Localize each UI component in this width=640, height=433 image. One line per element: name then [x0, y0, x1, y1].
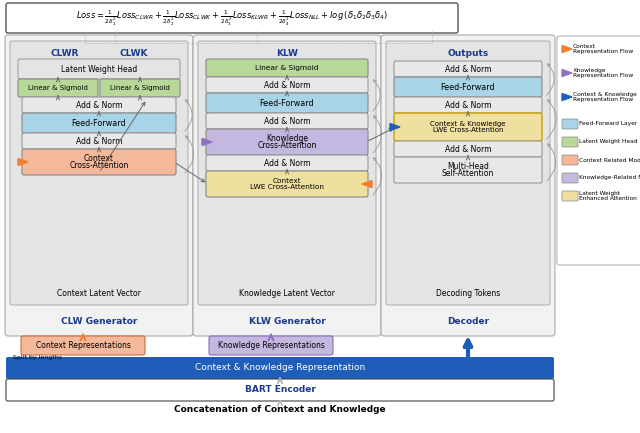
FancyBboxPatch shape	[198, 41, 376, 305]
Text: Context & Knowledge: Context & Knowledge	[430, 121, 506, 127]
FancyBboxPatch shape	[562, 119, 578, 129]
FancyBboxPatch shape	[206, 113, 368, 129]
FancyBboxPatch shape	[22, 133, 176, 149]
FancyBboxPatch shape	[206, 129, 368, 155]
Text: BART Encoder: BART Encoder	[244, 385, 316, 394]
FancyBboxPatch shape	[21, 336, 145, 355]
Text: Add & Norm: Add & Norm	[76, 100, 122, 110]
Text: Feed-Forward: Feed-Forward	[260, 98, 314, 107]
FancyBboxPatch shape	[394, 61, 542, 77]
Text: Decoding Tokens: Decoding Tokens	[436, 288, 500, 297]
FancyBboxPatch shape	[22, 97, 176, 113]
Text: LWE Cross-Attention: LWE Cross-Attention	[433, 127, 503, 133]
Text: CLW Generator: CLW Generator	[61, 317, 137, 326]
FancyBboxPatch shape	[100, 79, 180, 97]
Polygon shape	[202, 139, 212, 145]
Polygon shape	[562, 70, 572, 77]
FancyBboxPatch shape	[206, 171, 368, 197]
Text: Feed-Forward Layer: Feed-Forward Layer	[579, 122, 637, 126]
FancyBboxPatch shape	[557, 36, 640, 265]
Polygon shape	[562, 94, 572, 100]
FancyBboxPatch shape	[562, 155, 578, 165]
Polygon shape	[562, 45, 572, 52]
FancyBboxPatch shape	[5, 35, 193, 336]
Text: Latent Weight: Latent Weight	[579, 191, 620, 197]
FancyBboxPatch shape	[394, 157, 542, 183]
Text: Add & Norm: Add & Norm	[264, 116, 310, 126]
FancyBboxPatch shape	[394, 141, 542, 157]
Text: CLWK: CLWK	[120, 48, 148, 58]
FancyBboxPatch shape	[6, 3, 458, 33]
Text: KLW Generator: KLW Generator	[248, 317, 325, 326]
FancyBboxPatch shape	[562, 137, 578, 147]
Text: Add & Norm: Add & Norm	[445, 65, 492, 74]
FancyBboxPatch shape	[18, 59, 180, 79]
Text: Add & Norm: Add & Norm	[76, 136, 122, 145]
FancyBboxPatch shape	[6, 357, 554, 379]
Text: Self-Attention: Self-Attention	[442, 169, 494, 178]
Text: Knowledge: Knowledge	[266, 134, 308, 143]
Text: Knowledge Representations: Knowledge Representations	[218, 341, 324, 350]
FancyBboxPatch shape	[206, 93, 368, 113]
FancyBboxPatch shape	[10, 41, 188, 305]
FancyBboxPatch shape	[206, 155, 368, 171]
Text: KLW: KLW	[276, 48, 298, 58]
FancyBboxPatch shape	[394, 113, 542, 141]
Text: $Loss = \frac{1}{2\delta_1^2}Loss_{CLWR} + \frac{1}{2\delta_2^2}Loss_{CLWK} + \f: $Loss = \frac{1}{2\delta_1^2}Loss_{CLWR}…	[76, 8, 388, 28]
FancyBboxPatch shape	[193, 35, 381, 336]
Text: Linear & Sigmoid: Linear & Sigmoid	[110, 85, 170, 91]
Text: Add & Norm: Add & Norm	[445, 145, 492, 154]
Text: Add & Norm: Add & Norm	[264, 158, 310, 168]
Text: Cross-Attention: Cross-Attention	[257, 141, 317, 150]
Polygon shape	[362, 181, 372, 187]
Text: Knowledge
Representation Flow: Knowledge Representation Flow	[573, 68, 633, 78]
Text: Context: Context	[273, 178, 301, 184]
Text: Multi-Head: Multi-Head	[447, 162, 489, 171]
Text: Knowledge Latent Vector: Knowledge Latent Vector	[239, 288, 335, 297]
Text: LWE Cross-Attention: LWE Cross-Attention	[250, 184, 324, 190]
FancyBboxPatch shape	[394, 97, 542, 113]
Text: Latent Weight Head: Latent Weight Head	[579, 139, 637, 145]
Text: Linear & Sigmoid: Linear & Sigmoid	[28, 85, 88, 91]
Text: Context & Knowledge
Representation Flow: Context & Knowledge Representation Flow	[573, 92, 637, 102]
FancyBboxPatch shape	[209, 336, 333, 355]
Text: Split by lengths: Split by lengths	[13, 355, 62, 361]
Text: Feed-Forward: Feed-Forward	[441, 83, 495, 91]
FancyBboxPatch shape	[206, 77, 368, 93]
FancyBboxPatch shape	[562, 191, 578, 201]
FancyBboxPatch shape	[386, 41, 550, 305]
Polygon shape	[18, 158, 28, 165]
FancyBboxPatch shape	[18, 79, 98, 97]
FancyBboxPatch shape	[6, 379, 554, 401]
Text: Concatenation of Context and Knowledge: Concatenation of Context and Knowledge	[174, 404, 386, 414]
Text: Linear & Sigmoid: Linear & Sigmoid	[255, 65, 319, 71]
Text: Add & Norm: Add & Norm	[264, 81, 310, 90]
Text: Knowledge-Related Module: Knowledge-Related Module	[579, 175, 640, 181]
Text: Context Representations: Context Representations	[36, 341, 131, 350]
FancyBboxPatch shape	[381, 35, 555, 336]
Text: Context
Representation Flow: Context Representation Flow	[573, 44, 633, 55]
FancyBboxPatch shape	[206, 59, 368, 77]
Text: Feed-Forward: Feed-Forward	[72, 119, 126, 127]
Text: Enhanced Attention: Enhanced Attention	[579, 197, 637, 201]
FancyBboxPatch shape	[22, 149, 176, 175]
Text: Context Related Module: Context Related Module	[579, 158, 640, 162]
Text: Outputs: Outputs	[447, 48, 488, 58]
Polygon shape	[390, 123, 400, 130]
Text: CLWR: CLWR	[50, 48, 78, 58]
Text: Context: Context	[84, 154, 114, 163]
FancyBboxPatch shape	[22, 113, 176, 133]
Text: Latent Weight Head: Latent Weight Head	[61, 65, 137, 74]
FancyBboxPatch shape	[394, 77, 542, 97]
Text: Cross-Attention: Cross-Attention	[69, 161, 129, 170]
FancyBboxPatch shape	[562, 173, 578, 183]
Text: Context Latent Vector: Context Latent Vector	[57, 288, 141, 297]
Text: Add & Norm: Add & Norm	[445, 100, 492, 110]
Text: Context & Knowledge Representation: Context & Knowledge Representation	[195, 363, 365, 372]
Text: Decoder: Decoder	[447, 317, 489, 326]
